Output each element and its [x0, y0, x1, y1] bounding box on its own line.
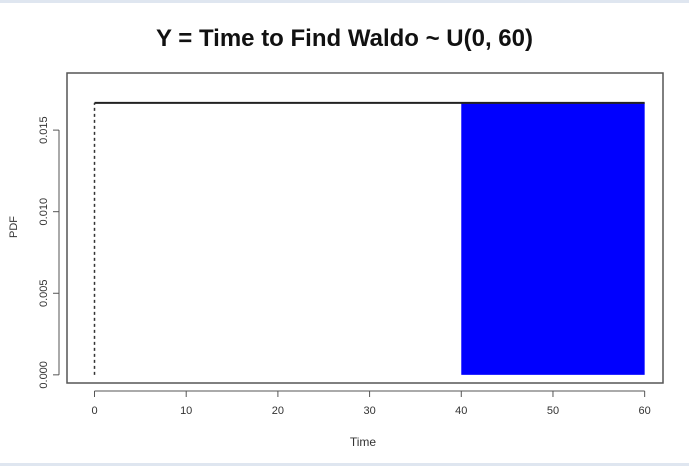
x-tick-label: 20	[272, 405, 284, 417]
y-tick-label: 0.015	[38, 116, 50, 144]
x-tick-label: 30	[363, 405, 375, 417]
x-tick-label: 10	[180, 405, 192, 417]
x-axis-label: Time	[349, 435, 377, 449]
y-tick-label: 0.005	[38, 279, 50, 307]
x-tick-label: 50	[547, 405, 559, 417]
plot-frame	[66, 72, 664, 384]
y-tick-label: 0.000	[38, 361, 50, 389]
y-tick-label: 0.010	[38, 198, 50, 226]
chart-canvas: 0 10 20 30 40 50 60 0.000 0.005 0.010 0.015	[38, 72, 664, 417]
chart-title: Y = Time to Find Waldo ~ U(0, 60)	[156, 25, 533, 52]
shaded-probability-region	[461, 102, 645, 375]
x-tick-label: 60	[639, 405, 651, 417]
x-tick-label: 0	[91, 405, 97, 417]
x-tick-label: 40	[455, 405, 467, 417]
